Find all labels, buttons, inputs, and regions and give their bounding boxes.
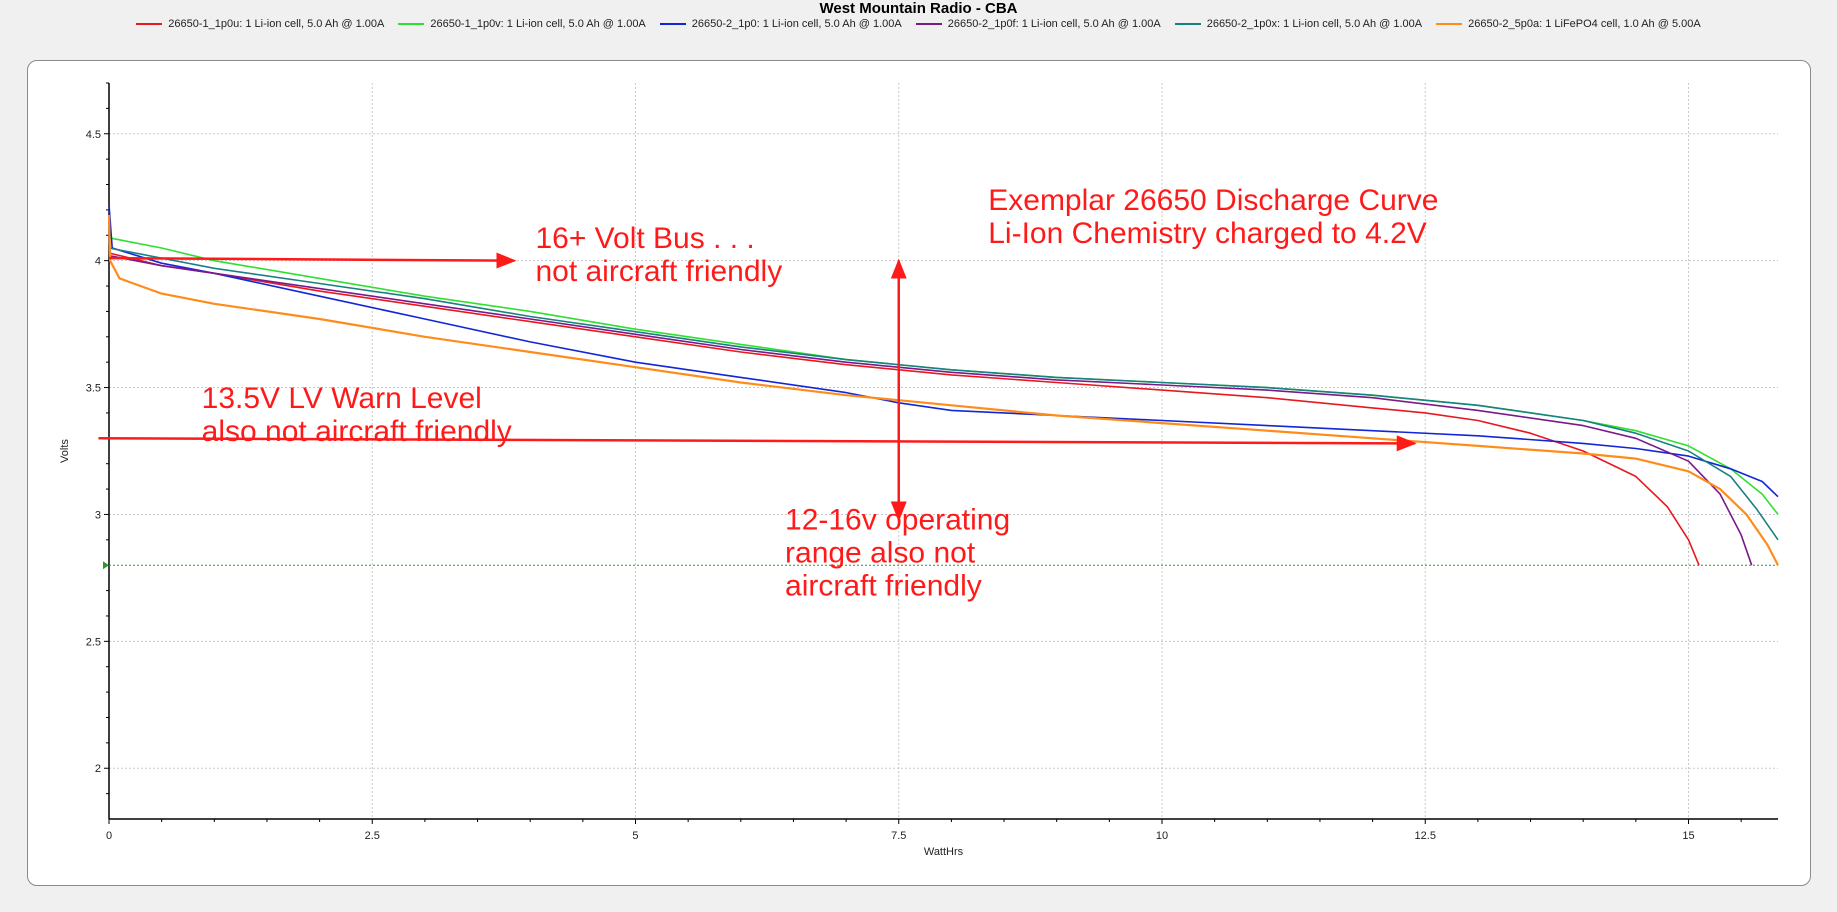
legend-label: 26650-2_1p0f: 1 Li-ion cell, 5.0 Ah @ 1.… <box>947 18 1161 30</box>
legend-swatch <box>1174 23 1201 25</box>
legend-swatch <box>136 23 163 25</box>
bus-arrow <box>108 252 517 269</box>
x-tick-label: 5 <box>632 830 638 842</box>
y-tick-label: 4.5 <box>86 129 101 141</box>
annotation-text: not aircraft friendly <box>535 255 782 288</box>
x-tick-label: 2.5 <box>365 830 380 842</box>
x-tick-label: 15 <box>1682 830 1694 842</box>
annotation-text: 12-16v operating <box>785 504 1010 537</box>
legend-item: 26650-2_1p0x: 1 Li-ion cell, 5.0 Ah @ 1.… <box>1174 18 1423 30</box>
legend-item: 26650-1_1p0u: 1 Li-ion cell, 5.0 Ah @ 1.… <box>136 18 384 30</box>
x-tick-label: 10 <box>1156 830 1168 842</box>
legend-swatch <box>915 23 942 25</box>
chart-window-title: West Mountain Radio - CBA <box>819 0 1018 17</box>
legend-item: 26650-2_1p0f: 1 Li-ion cell, 5.0 Ah @ 1.… <box>915 18 1161 30</box>
y-tick-label: 3 <box>95 509 101 521</box>
y-tick-label: 4 <box>95 256 101 268</box>
legend-swatch <box>1436 23 1463 25</box>
cutoff-marker <box>103 561 109 570</box>
legend-label: 26650-2_1p0x: 1 Li-ion cell, 5.0 Ah @ 1.… <box>1206 18 1423 30</box>
y-tick-label: 2.5 <box>86 636 101 648</box>
legend-label: 26650-2_5p0a: 1 LiFePO4 cell, 1.0 Ah @ 5… <box>1468 18 1701 30</box>
x-axis-title: WattHrs <box>924 846 964 858</box>
legend-label: 26650-1_1p0u: 1 Li-ion cell, 5.0 Ah @ 1.… <box>168 18 385 30</box>
series-line <box>107 214 1779 566</box>
legend-swatch <box>398 23 425 25</box>
y-tick-label: 2 <box>95 763 101 775</box>
x-tick-label: 7.5 <box>891 830 906 842</box>
y-tick-label: 3.5 <box>86 383 101 395</box>
legend-swatch <box>659 23 686 25</box>
annotation-text: 13.5V LV Warn Level <box>202 382 482 415</box>
annotation-text: Exemplar 26650 Discharge Curve <box>988 184 1438 217</box>
annotation-text: 16+ Volt Bus . . . <box>535 222 754 255</box>
annotation-text: Li-Ion Chemistry charged to 4.2V <box>988 217 1427 250</box>
series-line <box>108 204 1779 498</box>
legend-item: 26650-2_1p0: 1 Li-ion cell, 5.0 Ah @ 1.0… <box>659 18 902 30</box>
series-line <box>108 237 1779 515</box>
series-line <box>108 252 1700 566</box>
chart-svg: 0 2.5 5 7.5 10 12.5 15 2 2.5 3 3.5 4 4.5 WattHrs Volts… <box>59 82 1779 858</box>
annotation-text: also not aircraft friendly <box>202 415 512 448</box>
plot-panel: 0 2.5 5 7.5 10 12.5 15 2 2.5 3 3.5 4 4.5 WattHrs Volts… <box>27 60 1811 886</box>
legend-label: 26650-2_1p0: 1 Li-ion cell, 5.0 Ah @ 1.0… <box>691 18 902 30</box>
legend-item: 26650-1_1p0v: 1 Li-ion cell, 5.0 Ah @ 1.… <box>398 18 646 30</box>
legend-item: 26650-2_5p0a: 1 LiFePO4 cell, 1.0 Ah @ 5… <box>1436 18 1701 30</box>
legend-label: 26650-1_1p0v: 1 Li-ion cell, 5.0 Ah @ 1.… <box>430 18 646 30</box>
y-axis-title: Volts <box>59 439 71 463</box>
series-line <box>108 254 1753 566</box>
legend: 26650-1_1p0u: 1 Li-ion cell, 5.0 Ah @ 1.… <box>0 18 1837 30</box>
x-tick-label: 12.5 <box>1415 830 1436 842</box>
series-line <box>108 247 1779 541</box>
x-tick-label: 0 <box>106 830 112 842</box>
annotation-text: range also not <box>785 537 976 570</box>
lv-arrow <box>98 435 1417 452</box>
annotation-text: aircraft friendly <box>785 570 982 603</box>
